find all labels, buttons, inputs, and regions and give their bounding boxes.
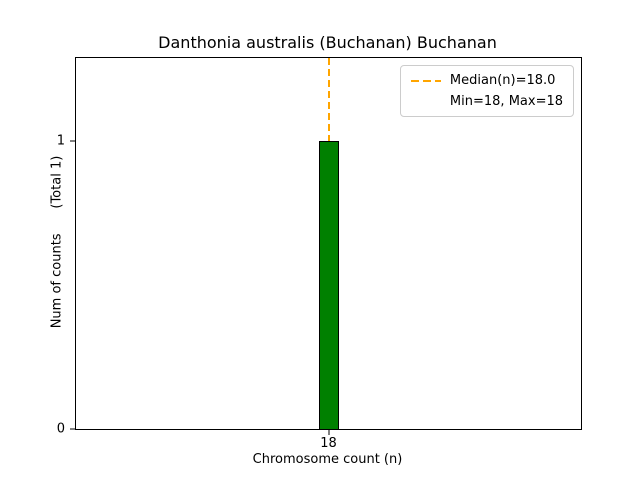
x-tick-mark-18 [328,430,329,435]
median-line-legend-swatch [410,79,441,82]
y-tick-label-0: 0 [56,421,65,437]
x-tick-label-18: 18 [320,436,337,451]
legend-median-label: Median(n)=18.0 [449,73,556,88]
y-tick-mark-1 [70,140,75,142]
legend-minmax-label: Min=18, Max=18 [449,93,563,109]
legend-empty-swatch [411,100,441,102]
y-axis-label: Num of counts (Total 1) [49,155,65,329]
bar-count-18 [318,141,339,429]
y-tick-mark-0 [70,428,75,430]
y-tick-label-1: 1 [56,133,65,149]
plot-area: Median(n)=18.0 Min=18, Max=18 0 1 18 [57,57,582,450]
x-axis-label: Chromosome count (n) [252,452,403,467]
legend: Median(n)=18.0 Min=18, Max=18 [399,65,574,118]
chart-title: Danthonia australis (Buchanan) Buchanan [158,33,497,52]
